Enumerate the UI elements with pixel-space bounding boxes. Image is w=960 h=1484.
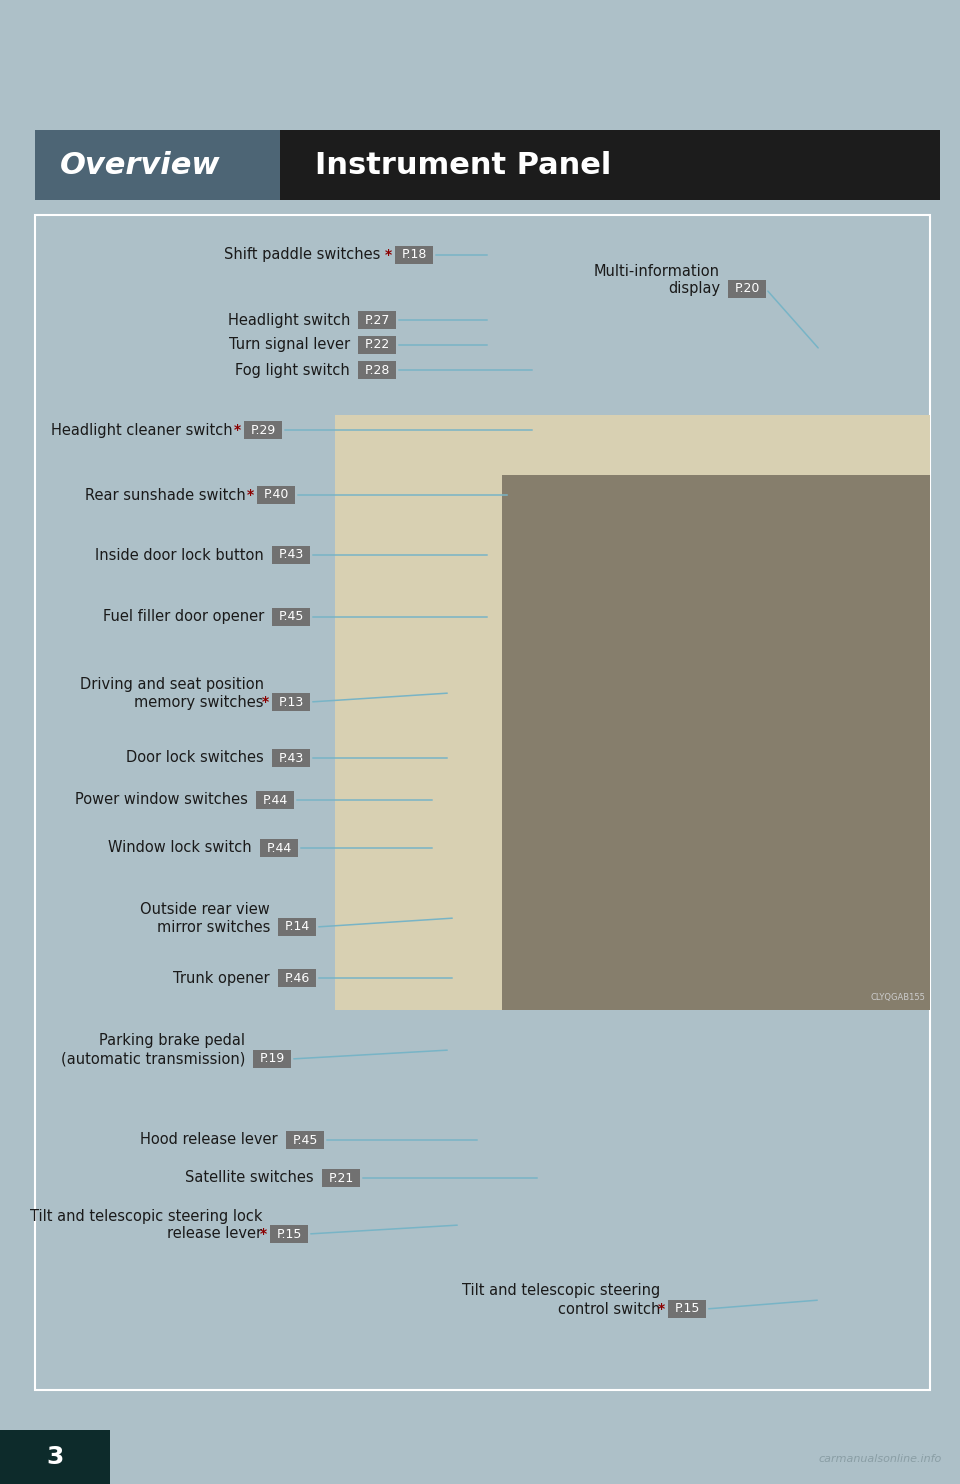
Bar [35,131,280,200]
Text: P.21: P.21 [328,1171,353,1184]
Text: Headlight switch: Headlight switch [228,313,350,328]
Text: P.29: P.29 [251,423,276,436]
Bar [335,416,930,1011]
Text: P.20: P.20 [734,282,759,295]
Text: Satellite switches: Satellite switches [185,1171,314,1186]
Text: P.44: P.44 [266,841,292,855]
Text: Tilt and telescopic steering lock: Tilt and telescopic steering lock [30,1208,262,1223]
Bar [244,421,282,439]
Text: P.18: P.18 [401,248,426,261]
Bar [278,969,316,987]
Text: Trunk opener: Trunk opener [174,971,270,985]
Text: release lever: release lever [167,1226,262,1242]
Text: P.19: P.19 [259,1052,284,1066]
Text: P.28: P.28 [364,364,390,377]
Text: Window lock switch: Window lock switch [108,840,252,855]
Bar [728,280,766,298]
Text: *: * [247,488,254,502]
Bar [358,361,396,378]
Text: *: * [234,423,241,436]
Text: control switch: control switch [558,1301,660,1316]
Bar [260,838,298,856]
Text: Parking brake pedal: Parking brake pedal [99,1033,245,1049]
Text: Outside rear view: Outside rear view [140,901,270,917]
Text: P.14: P.14 [284,920,310,933]
Bar [501,475,930,1011]
Text: P.15: P.15 [276,1227,301,1241]
Text: *: * [262,695,269,709]
Text: *: * [385,248,392,263]
Text: memory switches: memory switches [134,695,264,709]
Bar [358,335,396,355]
Text: mirror switches: mirror switches [156,920,270,935]
Text: *: * [260,1227,267,1241]
Text: Headlight cleaner switch: Headlight cleaner switch [52,423,233,438]
Bar [395,246,433,264]
Bar [278,919,316,936]
Text: Power window switches: Power window switches [75,792,248,807]
Text: display: display [668,282,720,297]
Bar [358,312,396,329]
Text: CLYQGAB155: CLYQGAB155 [870,993,925,1002]
Text: Door lock switches: Door lock switches [127,751,264,766]
Bar [668,1300,706,1318]
Text: P.40: P.40 [263,488,289,502]
Bar [253,1051,291,1068]
Text: Turn signal lever: Turn signal lever [228,337,350,353]
Text: Inside door lock button: Inside door lock button [95,548,264,562]
Bar [322,1169,360,1187]
Text: P.22: P.22 [365,338,390,352]
Text: P.27: P.27 [364,313,390,326]
Text: Instrument Panel: Instrument Panel [315,150,612,180]
Bar [270,1224,308,1244]
Text: P.44: P.44 [262,794,288,806]
Text: (automatic transmission): (automatic transmission) [60,1052,245,1067]
Text: P.13: P.13 [278,696,303,708]
Text: P.43: P.43 [278,549,303,561]
Text: Fog light switch: Fog light switch [235,362,350,377]
Text: Tilt and telescopic steering: Tilt and telescopic steering [462,1284,660,1298]
Text: carmanualsonline.info: carmanualsonline.info [819,1454,942,1465]
Text: 3: 3 [46,1445,63,1469]
Text: Fuel filler door opener: Fuel filler door opener [103,610,264,625]
Bar [272,749,310,767]
Bar [257,485,295,505]
Bar [0,1431,110,1484]
Text: P.46: P.46 [284,972,310,984]
Text: Shift paddle switches: Shift paddle switches [224,248,380,263]
Text: Rear sunshade switch: Rear sunshade switch [85,488,246,503]
Text: P.45: P.45 [292,1134,318,1147]
Text: Overview: Overview [60,150,221,180]
Text: Driving and seat position: Driving and seat position [80,677,264,692]
Bar [256,791,294,809]
Bar [286,1131,324,1149]
Bar [35,215,930,1391]
Bar [272,693,310,711]
Bar [272,608,310,626]
Bar [280,131,940,200]
Text: P.43: P.43 [278,751,303,764]
Text: Hood release lever: Hood release lever [140,1132,278,1147]
Bar [272,546,310,564]
Text: Multi-information: Multi-information [594,264,720,279]
Text: P.15: P.15 [674,1303,700,1315]
Text: P.45: P.45 [278,610,303,623]
Text: *: * [658,1301,665,1316]
